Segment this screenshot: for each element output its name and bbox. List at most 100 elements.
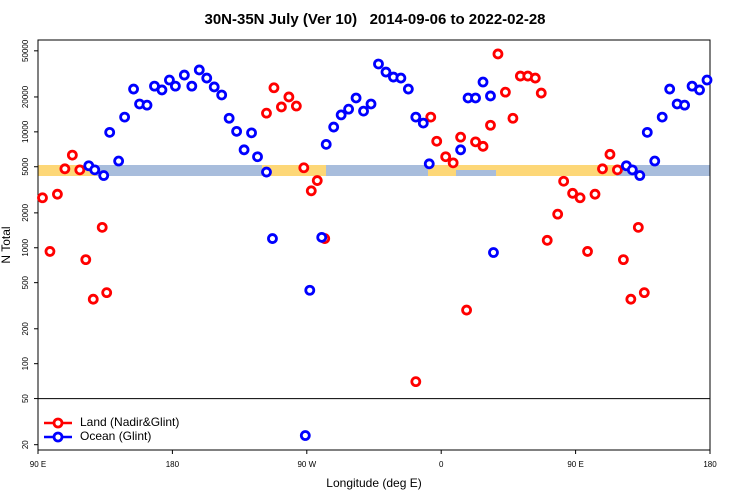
- legend-marker: [52, 431, 64, 443]
- land-band: [262, 165, 326, 176]
- series: [83, 58, 713, 441]
- point: [604, 148, 616, 160]
- y-tick-label: 200: [21, 322, 30, 336]
- x-tick-label: 180: [166, 460, 180, 469]
- x-axis-label: Longitude (deg E): [326, 476, 421, 490]
- point: [59, 163, 71, 175]
- y-tick-label: 500: [21, 275, 30, 289]
- point: [119, 111, 131, 123]
- point: [328, 121, 340, 133]
- point: [574, 192, 586, 204]
- y-tick-label: 2000: [21, 203, 30, 221]
- point: [541, 234, 553, 246]
- point: [679, 99, 691, 111]
- point: [101, 287, 113, 299]
- point: [231, 125, 243, 137]
- point: [89, 164, 101, 176]
- point: [358, 105, 369, 117]
- point: [193, 64, 205, 76]
- point: [447, 157, 459, 169]
- land-band: [428, 165, 456, 176]
- x-tick-label: 0: [439, 460, 444, 469]
- point: [507, 112, 519, 124]
- point: [104, 126, 116, 138]
- chart-title: 30N-35N July (Ver 10) 2014-09-06 to 2022…: [204, 11, 545, 28]
- point: [485, 90, 496, 102]
- point: [431, 135, 443, 147]
- point: [649, 155, 661, 167]
- point: [311, 175, 323, 186]
- point: [261, 107, 272, 119]
- point: [589, 188, 601, 200]
- point: [402, 83, 414, 95]
- y-tick-label: 1000: [21, 238, 30, 256]
- point: [299, 430, 311, 441]
- point: [500, 86, 511, 98]
- point: [455, 144, 467, 156]
- point: [96, 221, 108, 233]
- point: [283, 91, 295, 103]
- point: [455, 131, 467, 143]
- point: [625, 293, 637, 305]
- point: [298, 162, 310, 174]
- point: [567, 187, 579, 199]
- legend-item: Ocean (Glint): [44, 429, 151, 443]
- point: [617, 254, 629, 266]
- point: [52, 188, 63, 200]
- surface-band: [38, 165, 710, 176]
- y-tick-label: 100: [21, 356, 30, 370]
- point: [488, 247, 499, 258]
- point: [477, 140, 489, 152]
- land-band: [496, 165, 616, 176]
- point: [395, 72, 407, 84]
- point: [597, 163, 608, 175]
- point: [87, 293, 99, 305]
- point: [664, 83, 676, 95]
- point: [440, 151, 452, 163]
- point: [632, 221, 644, 233]
- point: [634, 170, 646, 181]
- point: [276, 101, 287, 113]
- y-tick-label: 50000: [21, 39, 30, 62]
- point: [320, 138, 332, 150]
- series: [37, 48, 650, 388]
- y-tick-label: 10000: [21, 120, 30, 143]
- legend-item: Land (Nadir&Glint): [44, 415, 179, 429]
- point: [66, 149, 78, 161]
- point: [423, 158, 435, 170]
- point: [305, 185, 317, 197]
- point: [141, 99, 153, 111]
- point: [238, 144, 250, 156]
- point: [74, 164, 86, 176]
- point: [552, 208, 564, 220]
- point: [701, 74, 713, 86]
- y-tick-label: 20: [21, 440, 30, 449]
- point: [216, 89, 228, 101]
- point: [268, 82, 280, 94]
- point: [373, 58, 384, 70]
- point: [477, 76, 489, 88]
- point: [156, 84, 168, 96]
- point: [290, 100, 302, 112]
- point: [44, 246, 56, 257]
- point: [304, 284, 316, 296]
- point: [365, 98, 377, 110]
- x-tick-label: 90 E: [30, 460, 46, 469]
- y-tick-label: 50: [21, 394, 30, 403]
- point: [461, 304, 472, 316]
- ocean-band: [38, 165, 710, 176]
- point: [410, 111, 422, 123]
- x-tick-label: 180: [703, 460, 717, 469]
- x-tick-label: 90 W: [297, 460, 316, 469]
- point: [252, 151, 263, 163]
- legend-marker: [52, 417, 64, 429]
- point: [380, 66, 392, 78]
- point: [261, 166, 272, 178]
- plot-frame: [37, 39, 711, 451]
- point: [417, 117, 429, 129]
- point: [656, 111, 668, 123]
- point: [626, 164, 638, 176]
- point: [186, 80, 198, 92]
- point: [37, 192, 48, 204]
- point: [113, 155, 125, 167]
